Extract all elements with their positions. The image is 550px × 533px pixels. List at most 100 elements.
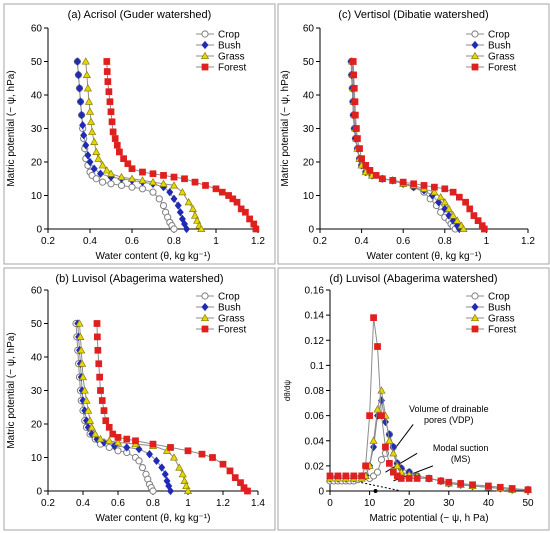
data-point-forest: [244, 487, 251, 495]
data-point-grass: [449, 211, 458, 219]
x-tick-label: 0.8: [438, 236, 452, 247]
x-tick-label: 1.2: [251, 236, 265, 247]
panel-frame: [3, 3, 276, 265]
data-point-bush: [146, 449, 153, 459]
y-tick-label: 60: [31, 286, 43, 297]
data-point-bush: [166, 187, 174, 197]
data-point-forest: [233, 198, 241, 206]
y-tick-label: 50: [31, 319, 43, 330]
annotation-ms: Modal suction: [433, 443, 489, 453]
legend-label-crop: Crop: [218, 30, 240, 41]
data-point-forest: [358, 155, 365, 163]
data-point-forest: [378, 412, 385, 419]
data-point-forest: [105, 88, 113, 96]
data-point-forest: [456, 193, 463, 201]
legend-label-bush: Bush: [218, 41, 241, 52]
y-tick-label: 60: [303, 24, 315, 35]
annotation-vdp: pores (VDP): [424, 415, 474, 425]
x-tick-label: 40: [483, 498, 495, 509]
y-tick-label: 0.12: [305, 336, 325, 347]
data-point-forest: [431, 183, 438, 191]
data-point-crop: [107, 180, 115, 188]
x-tick-label: 1: [213, 236, 219, 247]
data-point-crop: [114, 447, 122, 455]
data-point-crop: [138, 185, 147, 193]
data-point-forest: [524, 486, 532, 494]
data-point-forest: [420, 182, 428, 189]
data-point-forest: [437, 477, 445, 485]
y-tick-label: 0.06: [305, 411, 325, 422]
y-tick-label: 0.08: [305, 386, 325, 397]
data-point-crop: [92, 175, 100, 183]
y-tick-label: 20: [31, 158, 43, 169]
x-tick-label: 1.2: [521, 236, 535, 247]
data-point-crop: [149, 188, 157, 196]
x-tick-label: 0.6: [396, 236, 410, 247]
data-point-forest: [123, 435, 131, 443]
x-tick-label: 0: [327, 498, 333, 509]
data-point-forest: [212, 185, 220, 193]
y-tick-label: 0.04: [305, 436, 325, 447]
data-point-forest: [334, 472, 342, 480]
y-tick-label: 0: [36, 487, 42, 498]
y-tick-label: 40: [303, 91, 315, 102]
data-point-grass: [86, 117, 96, 125]
data-point-grass: [385, 436, 394, 444]
data-point-forest: [466, 205, 474, 213]
data-point-forest: [95, 360, 103, 368]
data-point-forest: [405, 475, 413, 482]
data-point-bush: [167, 486, 174, 496]
data-point-bush: [84, 151, 92, 160]
data-point-bush: [90, 164, 98, 173]
data-point-forest: [462, 198, 469, 206]
chart-panel-d: (d) Luvisol (Abagerima watershed) 0 0.02 0.…: [277, 267, 550, 531]
y-tick-label: 20: [303, 158, 315, 169]
data-point-forest: [252, 225, 260, 233]
data-point-forest: [349, 58, 357, 65]
data-point-forest: [103, 58, 111, 65]
y-tick-label: 10: [31, 191, 43, 202]
y-tick-label: 0: [308, 225, 314, 236]
data-point-forest: [508, 485, 516, 492]
data-point-crop: [373, 468, 382, 476]
data-point-bush: [170, 194, 178, 204]
y-tick-label: 0.16: [305, 286, 325, 297]
data-point-forest: [449, 188, 457, 196]
data-point-grass: [88, 127, 97, 135]
data-point-forest: [94, 346, 102, 354]
x-tick-label: 0.4: [83, 236, 97, 247]
legend-label-forest: Forest: [488, 325, 517, 336]
y-tick-label: 20: [31, 420, 43, 431]
data-point-forest: [352, 111, 359, 119]
data-point-forest: [356, 145, 363, 152]
data-point-bush: [86, 157, 94, 167]
data-point-bush: [153, 456, 160, 466]
data-point-forest: [350, 472, 358, 480]
y-tick-label: 50: [303, 57, 315, 68]
data-point-grass: [188, 204, 197, 212]
legend-marker-crop: [201, 30, 209, 38]
data-point-grass: [389, 449, 398, 457]
data-point-grass: [169, 453, 179, 461]
legend-label-grass: Grass: [218, 314, 245, 325]
data-point-grass: [373, 405, 382, 413]
data-point-forest: [104, 78, 112, 85]
y-tick-label: 60: [31, 24, 43, 35]
data-point-forest: [149, 170, 157, 178]
y-tick-label: 0.1: [310, 361, 324, 372]
data-point-forest: [470, 212, 478, 219]
data-point-grass: [444, 204, 454, 212]
data-point-forest: [170, 173, 178, 181]
series-forest: [349, 58, 488, 233]
data-point-forest: [469, 481, 476, 489]
data-point-forest: [96, 373, 103, 381]
data-point-forest: [139, 168, 146, 176]
data-point-grass: [393, 461, 402, 469]
data-point-forest: [93, 320, 101, 327]
data-point-forest: [389, 177, 397, 184]
data-point-forest: [103, 68, 111, 75]
data-point-grass: [78, 372, 88, 381]
data-point-grass: [430, 187, 439, 196]
data-point-bush: [135, 444, 143, 454]
data-point-forest: [100, 407, 108, 414]
